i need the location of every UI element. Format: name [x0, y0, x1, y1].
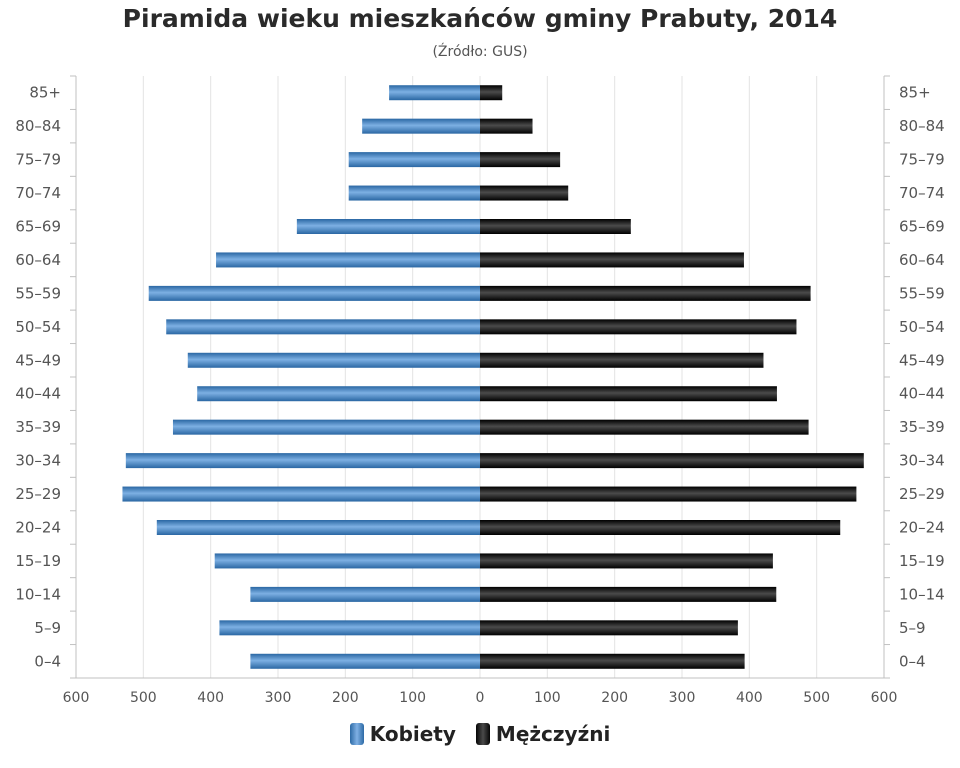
legend-swatch-women — [349, 723, 364, 745]
category-label-left: 55–59 — [15, 284, 61, 302]
bar-women — [250, 653, 480, 669]
category-label-left: 50–54 — [15, 318, 61, 336]
category-label-left: 25–29 — [15, 485, 61, 503]
category-label-right: 45–49 — [899, 351, 945, 369]
bar-men — [480, 152, 561, 168]
bar-men — [480, 586, 777, 602]
bar-men — [480, 453, 864, 469]
bar-women — [172, 419, 480, 435]
category-label-left: 0–4 — [34, 652, 61, 670]
x-tick-label: 0 — [476, 690, 485, 706]
chart-subtitle: (Źródło: GUS) — [432, 44, 528, 60]
x-tick-label: 500 — [803, 690, 830, 706]
category-label-left: 40–44 — [15, 385, 61, 403]
category-label-right: 35–39 — [899, 418, 945, 436]
category-label-left: 10–14 — [15, 585, 61, 603]
category-label-right: 55–59 — [899, 284, 945, 302]
bar-women — [122, 486, 481, 502]
category-label-left: 20–24 — [15, 519, 61, 537]
category-label-right: 20–24 — [899, 519, 945, 537]
axis-labels: 600 500 400 300 200 100 0 100 200 300 400 500 600 85+… — [15, 84, 944, 706]
bar-women — [216, 252, 480, 268]
category-label-right: 50–54 — [899, 318, 945, 336]
bar-men — [480, 419, 809, 435]
legend-swatch-men — [475, 723, 490, 745]
category-label-left: 75–79 — [15, 151, 61, 169]
legend: Kobiety Mężczyźni — [0, 722, 960, 746]
category-label-right: 15–19 — [899, 552, 945, 570]
bar-men — [480, 285, 811, 301]
legend-label-women: Kobiety — [369, 722, 456, 746]
category-label-right: 85+ — [899, 84, 931, 102]
x-tick-label: 200 — [601, 690, 628, 706]
bar-women — [148, 285, 480, 301]
bar-men — [480, 386, 777, 402]
bar-men — [480, 118, 533, 134]
category-label-left: 35–39 — [15, 418, 61, 436]
x-tick-label: 200 — [332, 690, 359, 706]
category-label-left: 85+ — [29, 84, 61, 102]
category-label-left: 70–74 — [15, 184, 61, 202]
category-label-right: 30–34 — [899, 452, 945, 470]
category-label-right: 75–79 — [899, 151, 945, 169]
bar-men — [480, 653, 745, 669]
bar-women — [197, 386, 480, 402]
legend-item-women[interactable]: Kobiety — [349, 722, 456, 746]
bar-men — [480, 252, 744, 268]
x-tick-label: 600 — [871, 690, 898, 706]
category-label-right: 25–29 — [899, 485, 945, 503]
bar-men — [480, 219, 631, 234]
x-tick-label: 400 — [736, 690, 763, 706]
x-tick-label: 300 — [669, 690, 696, 706]
bar-men — [480, 185, 569, 201]
axes — [70, 75, 890, 679]
category-label-left: 80–84 — [15, 117, 61, 135]
bar-men — [480, 520, 841, 535]
bar-women — [362, 118, 480, 134]
x-tick-label: 300 — [265, 690, 292, 706]
x-tick-label: 400 — [197, 690, 224, 706]
bar-women — [348, 152, 480, 168]
x-tick-label: 600 — [63, 690, 90, 706]
category-label-right: 70–74 — [899, 184, 945, 202]
x-tick-label: 100 — [399, 690, 426, 706]
bar-women — [250, 586, 480, 602]
category-label-right: 40–44 — [899, 385, 945, 403]
bar-men — [480, 319, 797, 335]
legend-item-men[interactable]: Mężczyźni — [475, 722, 611, 746]
bar-women — [348, 185, 480, 201]
bar-men — [480, 85, 503, 101]
category-label-right: 80–84 — [899, 117, 945, 135]
category-label-right: 60–64 — [899, 251, 945, 269]
category-label-right: 65–69 — [899, 218, 945, 236]
bar-men — [480, 352, 764, 368]
category-label-left: 45–49 — [15, 351, 61, 369]
category-label-left: 65–69 — [15, 218, 61, 236]
category-label-right: 10–14 — [899, 585, 945, 603]
category-label-left: 15–19 — [15, 552, 61, 570]
category-label-left: 60–64 — [15, 251, 61, 269]
bar-women — [187, 352, 481, 368]
bar-men — [480, 486, 857, 502]
category-label-left: 5–9 — [34, 619, 61, 637]
category-label-right: 0–4 — [899, 652, 926, 670]
x-tick-label: 100 — [534, 690, 561, 706]
bars — [122, 85, 864, 669]
x-tick-label: 500 — [130, 690, 157, 706]
bar-men — [480, 553, 773, 569]
category-label-left: 30–34 — [15, 452, 61, 470]
bar-women — [214, 553, 480, 569]
category-label-right: 5–9 — [899, 619, 926, 637]
bar-women — [125, 453, 481, 469]
bar-women — [156, 520, 481, 535]
bar-women — [389, 85, 480, 101]
bar-women — [166, 319, 480, 335]
bar-men — [480, 620, 738, 636]
bar-women — [219, 620, 481, 636]
legend-label-men: Mężczyźni — [495, 722, 611, 746]
chart-title: Piramida wieku mieszkańców gminy Prabuty… — [122, 4, 838, 33]
bar-women — [296, 219, 480, 234]
